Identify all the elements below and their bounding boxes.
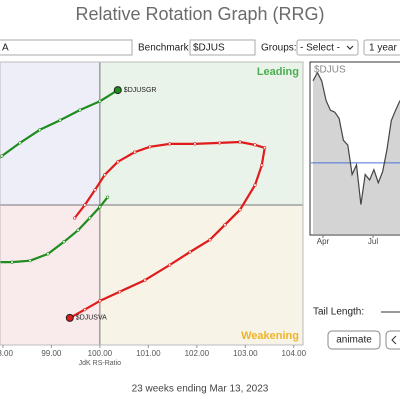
tail-point [73, 216, 77, 220]
benchmark-input[interactable] [189, 39, 256, 56]
groups-label: Groups: [261, 43, 297, 54]
tail-point [188, 250, 192, 254]
groups-select[interactable] [296, 39, 359, 56]
lagging-quadrant [0, 204, 100, 345]
tail-point [46, 252, 50, 256]
x-tick-label: 101.00 [136, 349, 161, 358]
tail-point [62, 240, 66, 244]
tail-head [65, 313, 74, 322]
tail-point [133, 150, 137, 154]
benchmark-value: $DJUS [193, 43, 225, 54]
tail-point [208, 238, 212, 242]
tail-point [193, 142, 197, 146]
tail-point [238, 140, 242, 144]
tail-point [58, 118, 62, 122]
leading-quadrant [99, 62, 303, 205]
tail-point [83, 203, 87, 207]
tail-point [93, 188, 97, 192]
symbols-input[interactable] [0, 39, 133, 56]
period-value: 1 year [369, 43, 397, 54]
price-line [312, 71, 400, 205]
tail-point [28, 259, 32, 263]
price-axis: Apr Jul [317, 235, 378, 246]
x-axis-label: JdK RS-Ratio [79, 360, 122, 367]
animate-label: animate [336, 335, 372, 346]
tail-point [103, 173, 107, 177]
page-title: Relative Rotation Graph (RRG) [75, 4, 324, 24]
series-label: $DJUSGR [124, 87, 157, 94]
price-title: $DJUS [314, 65, 346, 76]
x-tick-label: 104.00 [282, 349, 307, 358]
weakening-quadrant [99, 204, 303, 345]
step-button[interactable] [385, 330, 400, 350]
tail-point [218, 141, 222, 145]
leading-label: Leading [257, 66, 299, 78]
tail-point [253, 183, 257, 187]
animate-button[interactable] [327, 330, 381, 350]
tail-point [18, 141, 22, 145]
tail-point [238, 208, 242, 212]
tail-point [168, 142, 172, 146]
x-tick-label: 98.00 [0, 349, 13, 358]
tail-point [78, 108, 82, 112]
tail-point [106, 195, 110, 199]
tail-point [260, 163, 264, 167]
period-select[interactable] [363, 39, 400, 56]
groups-value: - Select - [300, 43, 340, 54]
tail-point [253, 143, 257, 147]
tail-point [83, 308, 87, 312]
tail-point [98, 205, 102, 209]
tail-point [76, 228, 80, 232]
tail-point [0, 154, 4, 158]
tail-point [116, 160, 120, 164]
tail-point [143, 278, 147, 282]
quadrants: Leading Weakening [0, 62, 303, 345]
tail-point [98, 299, 102, 303]
x-tick-label: Jul [368, 237, 378, 246]
x-tick-label: 100.00 [88, 349, 113, 358]
benchmark-label: Benchmark: [138, 43, 191, 54]
improving-quadrant [0, 62, 100, 205]
plot-frame [0, 61, 304, 346]
x-tick-label: 99.00 [41, 349, 62, 358]
tail-point [148, 145, 152, 149]
tail-length-label: Tail Length: [313, 307, 364, 318]
tail-point [223, 223, 227, 227]
tail-head [113, 86, 122, 95]
x-tick-label: Apr [317, 237, 330, 246]
series-label: $DJUSVA [76, 315, 107, 322]
price-plot [311, 71, 400, 234]
rrg-plot: $DJUSGR $DJUSVA [0, 86, 267, 322]
tail-point [98, 99, 102, 103]
tail-point [88, 216, 92, 220]
dropdown-arrow [346, 45, 354, 50]
x-tick-label: 103.00 [233, 349, 258, 358]
tail-point [168, 263, 172, 267]
tail-point [263, 146, 267, 150]
symbols-value: A [2, 43, 9, 54]
tail-point [118, 290, 122, 294]
tail-point [38, 128, 42, 132]
rrg-axis: 98.00 99.00 100.00 101.00 102.00 103.00 104.00… [0, 345, 307, 367]
step-arrow [391, 335, 397, 345]
weakening-label: Weakening [241, 330, 299, 342]
tail-point [10, 260, 14, 264]
x-tick-label: 102.00 [185, 349, 210, 358]
caption: 23 weeks ending Mar 13, 2023 [132, 384, 269, 395]
